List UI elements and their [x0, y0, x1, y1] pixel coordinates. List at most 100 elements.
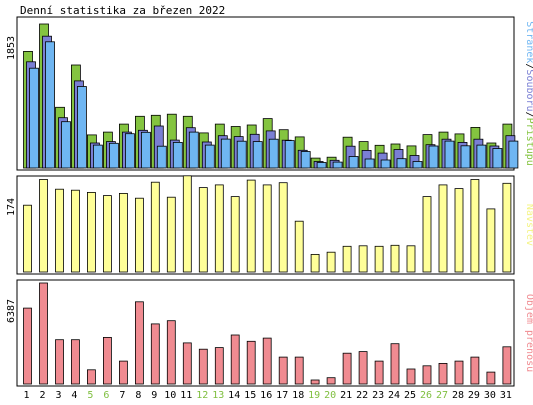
x-tick-label-day-11: 11: [180, 390, 192, 401]
bar-kb-Objem přenosu-day-11: [182, 342, 192, 385]
panel-hits-side-label-part-1: /: [524, 63, 533, 69]
bar-hits-Stránek-day-13: [220, 138, 231, 169]
bar-hits-Stránek-day-30: [492, 148, 503, 169]
bar-kb-Objem přenosu-day-9: [150, 323, 160, 385]
x-tick-label-day-29: 29: [468, 390, 480, 401]
bar-kb-Objem přenosu-day-8: [134, 301, 144, 385]
bar-kb-Objem přenosu-day-15: [246, 340, 256, 385]
x-tick-label-day-28: 28: [452, 390, 464, 401]
bar-kb-Objem přenosu-day-30: [486, 371, 496, 385]
bar-kb-Objem přenosu-day-4: [71, 339, 80, 385]
bar-hits-Stránek-day-7: [125, 133, 135, 169]
bar-visits-Návštěv-day-24: [390, 244, 400, 273]
panel-kb: 6387 Objem přenosu: [6, 279, 533, 387]
bar-visits-Návštěv-day-1: [23, 204, 32, 273]
bar-visits-Návštěv-day-16: [262, 184, 272, 273]
x-tick-label-day-30: 30: [484, 390, 496, 401]
bar-kb-Objem přenosu-day-12: [198, 348, 208, 385]
bar-visits-Návštěv-day-8: [134, 197, 144, 273]
bar-hits-Stránek-day-18: [300, 151, 311, 169]
x-tick-label-day-13: 13: [212, 390, 224, 401]
bar-visits-Návštěv-day-2: [39, 179, 48, 273]
bar-kb-Objem přenosu-day-5: [87, 369, 96, 385]
bar-visits-Návštěv-day-3: [55, 188, 64, 273]
bar-hits-Stránek-day-2: [45, 41, 55, 169]
bar-visits-Návštěv-day-23: [374, 245, 384, 273]
x-tick-label-day-26: 26: [420, 390, 432, 401]
bar-kb-Objem přenosu-day-21: [342, 352, 352, 385]
bar-hits-Stránek-day-31: [508, 140, 519, 169]
bar-hits-Stránek-day-14: [236, 140, 247, 169]
bar-kb-Objem přenosu-day-18: [294, 356, 304, 385]
bar-visits-Návštěv-day-9: [150, 181, 160, 273]
x-tick-label-day-24: 24: [388, 390, 400, 401]
bar-visits-Návštěv-day-5: [87, 191, 96, 273]
panel-hits-side-label-part-2: Souborů: [524, 69, 533, 111]
x-tick-label-day-1: 1: [23, 390, 29, 401]
bar-visits-Návštěv-day-6: [103, 195, 112, 273]
x-tick-label-day-8: 8: [135, 390, 141, 401]
x-tick-label-day-31: 31: [500, 390, 512, 401]
bar-kb-Objem přenosu-day-28: [454, 360, 464, 385]
bar-visits-Návštěv-day-31: [502, 182, 512, 273]
x-tick-label-day-16: 16: [260, 390, 272, 401]
x-tick-label-day-22: 22: [356, 390, 368, 401]
bar-visits-Návštěv-day-17: [278, 182, 288, 273]
x-tick-label-day-19: 19: [308, 390, 320, 401]
bar-kb-Objem přenosu-day-1: [23, 307, 32, 385]
bar-visits-Návštěv-day-7: [119, 192, 128, 273]
bar-hits-Stránek-day-19: [316, 162, 327, 169]
bar-visits-Návštěv-day-13: [214, 184, 224, 273]
x-tick-label-day-18: 18: [292, 390, 304, 401]
bar-kb-Objem přenosu-day-26: [422, 365, 432, 385]
bar-hits-Stránek-day-22: [364, 158, 375, 169]
panel-kb-y-max-label: 6387: [6, 299, 17, 323]
series-Stránek: [29, 41, 519, 169]
x-tick-label-day-20: 20: [324, 390, 336, 401]
panel-hits-side-label-part-3: /: [524, 112, 533, 118]
x-tick-label-day-9: 9: [151, 390, 157, 401]
panel-visits-side-label: Návštěv: [524, 204, 533, 246]
panel-visits-y-max-label: 174: [6, 198, 17, 216]
bar-visits-Návštěv-day-22: [358, 245, 368, 273]
panel-kb-frame: [16, 279, 515, 387]
bar-visits-Návštěv-day-11: [182, 175, 192, 273]
bar-kb-Objem přenosu-day-24: [390, 343, 400, 385]
bar-hits-Stránek-day-25: [412, 161, 423, 169]
x-tick-label-day-4: 4: [71, 390, 77, 401]
bar-hits-Stránek-day-23: [380, 159, 391, 169]
bar-visits-Návštěv-day-28: [454, 188, 464, 273]
panel-kb-side-label: Objem přenosu: [524, 294, 533, 372]
bar-hits-Stránek-day-6: [109, 142, 119, 169]
bar-kb-Objem přenosu-day-17: [278, 356, 288, 385]
bar-visits-Návštěv-day-26: [422, 196, 432, 273]
panel-hits-side-label-part-0: Stránek: [524, 21, 533, 63]
bar-visits-Návštěv-day-4: [71, 189, 80, 273]
x-tick-label-day-15: 15: [244, 390, 256, 401]
bar-visits-Návštěv-day-27: [438, 184, 448, 273]
x-tick-label-day-17: 17: [276, 390, 288, 401]
x-tick-label-day-6: 6: [103, 390, 109, 401]
bar-visits-Návštěv-day-30: [486, 208, 496, 273]
bar-hits-Stránek-day-8: [140, 131, 151, 169]
bar-visits-Návštěv-day-14: [230, 196, 240, 273]
bar-hits-Stránek-day-5: [93, 144, 103, 169]
bar-kb-Objem přenosu-day-6: [103, 336, 112, 385]
bar-visits-Návštěv-day-15: [246, 179, 256, 273]
bar-kb-Objem přenosu-day-13: [214, 347, 224, 385]
bar-kb-Objem přenosu-day-27: [438, 362, 448, 385]
bar-visits-Návštěv-day-29: [470, 179, 480, 273]
bar-hits-Stránek-day-3: [61, 121, 71, 169]
panel-visits-frame: [16, 175, 515, 275]
x-axis-day-labels: 1 2 3 4 5 6 7 8 9 10 11 12 13 14 15 16 17 18 19 20 21 22 23 24 2…: [23, 390, 511, 401]
x-tick-label-day-21: 21: [340, 390, 352, 401]
bar-kb-Objem přenosu-day-22: [358, 351, 368, 385]
bar-kb-Objem přenosu-day-10: [166, 320, 176, 385]
bar-visits-Návštěv-day-18: [294, 220, 304, 273]
bar-hits-Stránek-day-29: [476, 144, 487, 169]
bar-kb-Objem přenosu-day-3: [55, 339, 64, 385]
panel-hits-frame: [16, 16, 515, 171]
panel-hits-side-label: Stránek/Souborů/Přístupů: [524, 21, 533, 166]
